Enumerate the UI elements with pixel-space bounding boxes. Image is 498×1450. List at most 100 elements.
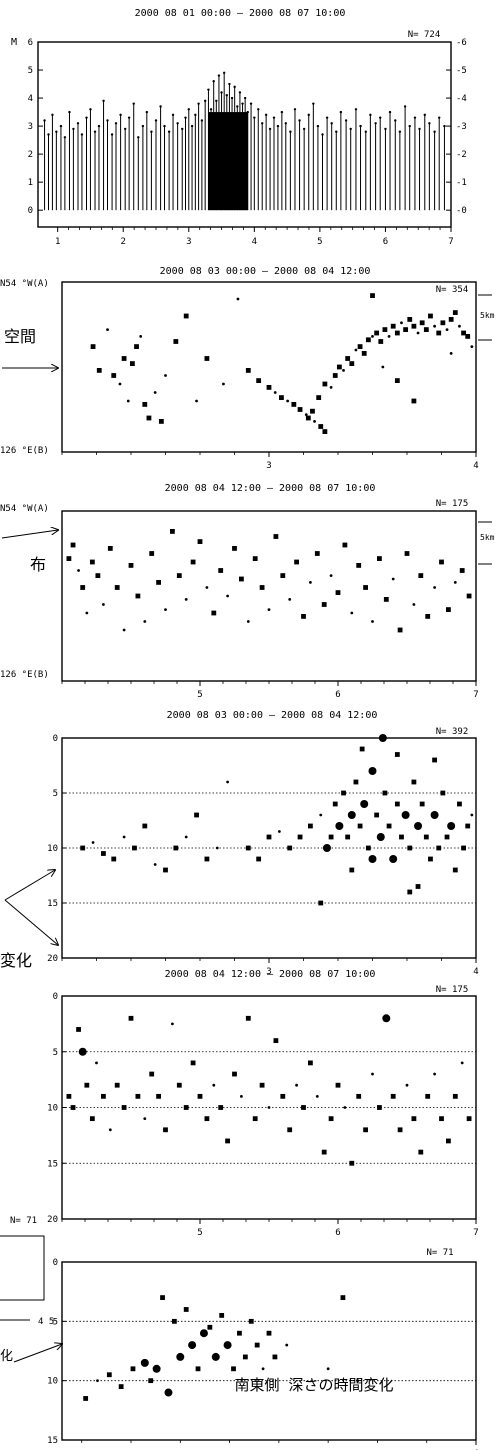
y-tick-label: 10: [47, 1377, 58, 1387]
event-point: [237, 1330, 242, 1336]
event-point: [266, 834, 272, 840]
bar-cap: [312, 102, 315, 105]
event-point: [176, 1082, 182, 1088]
bar-cap: [137, 136, 140, 139]
event-point: [439, 559, 444, 565]
event-point: [363, 1127, 368, 1133]
bar-cap: [102, 99, 105, 103]
event-point: [433, 586, 436, 589]
event-point: [423, 834, 429, 840]
event-point: [411, 1116, 417, 1122]
event-point: [459, 568, 465, 573]
event-point: [143, 620, 147, 623]
bar-cap: [293, 108, 297, 111]
bar-cap: [335, 130, 338, 133]
bar-cap: [141, 124, 145, 128]
event-point: [164, 374, 167, 377]
x-tick-label: 6: [335, 690, 340, 700]
event-point: [425, 614, 431, 619]
event-point: [190, 1060, 196, 1066]
event-point: [308, 1060, 313, 1066]
bar-cap: [200, 119, 204, 122]
event-point: [428, 856, 433, 862]
event-point: [321, 1149, 327, 1155]
event-point: [188, 1341, 197, 1350]
bar-cap: [93, 130, 97, 133]
bar-cap: [228, 82, 231, 86]
y-tick-label: 15: [47, 1159, 58, 1169]
corner-label-top: N54 °W(A): [0, 279, 49, 289]
magnitude-time-panel: 2000 08 01 00:00 — 2000 08 07 10:00 N= 7…: [11, 8, 467, 247]
event-point: [390, 1093, 396, 1099]
event-point: [419, 320, 425, 326]
y-tick-label: 0: [53, 1258, 58, 1268]
event-point: [101, 1093, 106, 1099]
event-point: [158, 419, 164, 424]
event-point: [232, 546, 237, 551]
event-point: [418, 1149, 424, 1155]
event-point: [121, 1105, 127, 1110]
event-count: N= 71: [426, 1248, 453, 1258]
event-point: [218, 568, 224, 573]
event-point: [266, 385, 272, 390]
event-point: [135, 593, 141, 599]
event-point: [122, 628, 126, 632]
axis-ticks: 0 -0 1 -1 2 -2 3 -3 4 -4 5 -5 6 -6 1 2 3 4 5 6 7: [28, 38, 467, 247]
y-tick-label-right: -0: [456, 206, 467, 216]
bar-cap: [89, 108, 92, 111]
epicenter-points: [66, 529, 472, 633]
event-point: [114, 1082, 120, 1088]
event-point: [453, 581, 457, 584]
bar-cap: [374, 122, 377, 125]
event-point: [305, 415, 311, 421]
bar-cap: [51, 113, 54, 117]
event-point: [361, 351, 367, 356]
event-point: [386, 823, 392, 829]
event-point: [106, 328, 109, 331]
bar-cap: [359, 124, 362, 128]
event-point: [461, 845, 466, 851]
event-point: [170, 529, 175, 534]
bar-cap: [369, 113, 372, 117]
event-point: [419, 801, 425, 807]
event-point: [252, 556, 258, 561]
event-point: [314, 551, 320, 556]
bar-cap: [403, 105, 407, 108]
event-point: [452, 1093, 458, 1099]
event-point: [183, 313, 189, 319]
event-point: [315, 1094, 319, 1098]
bar-cap: [388, 110, 392, 114]
y-tick-label: 0: [28, 206, 33, 216]
spatial-panel-1: 2000 08 03 00:00 — 2000 08 04 12:00 N= 3…: [0, 266, 495, 471]
event-point: [349, 1160, 355, 1166]
bar-cap: [280, 110, 284, 114]
panel-title: 2000 08 03 00:00 — 2000 08 04 12:00: [167, 710, 378, 721]
event-point: [405, 1083, 409, 1087]
event-point: [365, 845, 371, 851]
event-point: [143, 1117, 147, 1121]
arrow: [1, 530, 58, 539]
event-point: [378, 339, 384, 344]
event-point: [391, 577, 395, 581]
event-point: [118, 1384, 124, 1389]
event-point: [377, 556, 382, 561]
x-tick-label: 7: [473, 690, 478, 700]
event-point: [132, 845, 137, 851]
x-tick-label: 4: [473, 967, 478, 977]
bar-cap: [150, 130, 153, 133]
side-annotations: 空間 布 変化 N= 71 4 5 化: [0, 327, 62, 1364]
x-tick-label: 4: [473, 461, 478, 471]
event-point: [460, 1061, 464, 1065]
event-point: [332, 373, 338, 378]
bar-cap: [203, 99, 207, 103]
event-point: [78, 1047, 87, 1056]
y-tick-label: 20: [47, 1215, 58, 1225]
bar-cap: [76, 122, 80, 125]
bar-cap: [110, 133, 114, 136]
event-point: [236, 297, 240, 301]
event-point: [436, 845, 442, 851]
bar-cap: [132, 102, 135, 105]
event-point: [349, 867, 355, 873]
